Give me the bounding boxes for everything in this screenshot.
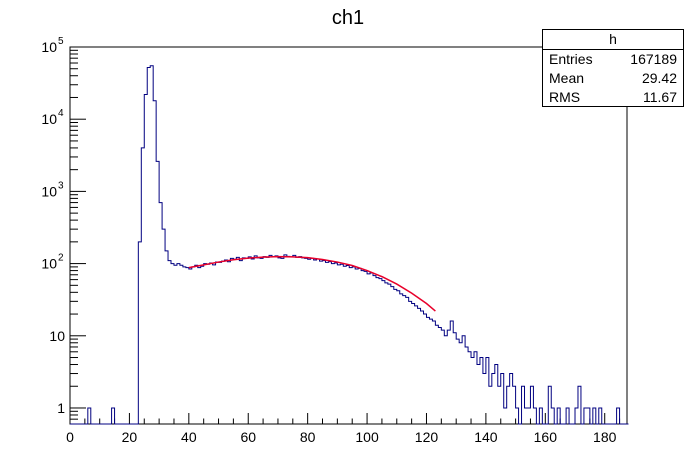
y-tick-label: 10 <box>41 39 57 55</box>
stats-box-title: h <box>543 30 683 50</box>
x-tick-label: 40 <box>181 429 197 445</box>
stats-row-entries: Entries 167189 <box>543 50 683 69</box>
y-tick-exponent: 3 <box>58 180 64 191</box>
stats-entries-value: 167189 <box>630 51 677 67</box>
histogram-series <box>70 65 629 425</box>
stats-row-rms: RMS 11.67 <box>543 88 683 107</box>
x-tick-label: 120 <box>415 429 439 445</box>
plot-frame <box>69 46 628 425</box>
x-tick-label: 20 <box>122 429 138 445</box>
chart-title: ch1 <box>332 7 364 29</box>
stats-row-mean: Mean 29.42 <box>543 69 683 88</box>
stats-entries-label: Entries <box>549 51 593 67</box>
fit-curve <box>188 255 436 312</box>
y-tick-label: 10 <box>49 328 65 344</box>
stats-mean-value: 29.42 <box>641 70 677 86</box>
x-tick-label: 140 <box>474 429 498 445</box>
x-tick-label: 0 <box>66 429 74 445</box>
y-tick-label: 10 <box>41 183 57 199</box>
x-tick-label: 60 <box>240 429 256 445</box>
y-tick-label: 1 <box>57 400 65 416</box>
y-tick-label: 10 <box>41 111 57 127</box>
stats-box: h Entries 167189 Mean 29.42 RMS 11.67 <box>542 29 684 107</box>
y-tick-exponent: 5 <box>58 36 64 47</box>
stats-rms-label: RMS <box>549 89 581 105</box>
y-tick-exponent: 4 <box>58 108 64 119</box>
stats-rms-value: 11.67 <box>643 89 677 105</box>
stats-mean-label: Mean <box>549 70 585 86</box>
y-tick-exponent: 2 <box>58 253 64 264</box>
x-tick-label: 180 <box>593 429 617 445</box>
x-axis: 0 20 40 60 80 100 120 140 160 180 <box>66 413 621 445</box>
x-tick-label: 100 <box>355 429 379 445</box>
y-tick-label: 10 <box>41 256 57 272</box>
x-tick-label: 80 <box>300 429 316 445</box>
x-tick-label: 160 <box>534 429 558 445</box>
